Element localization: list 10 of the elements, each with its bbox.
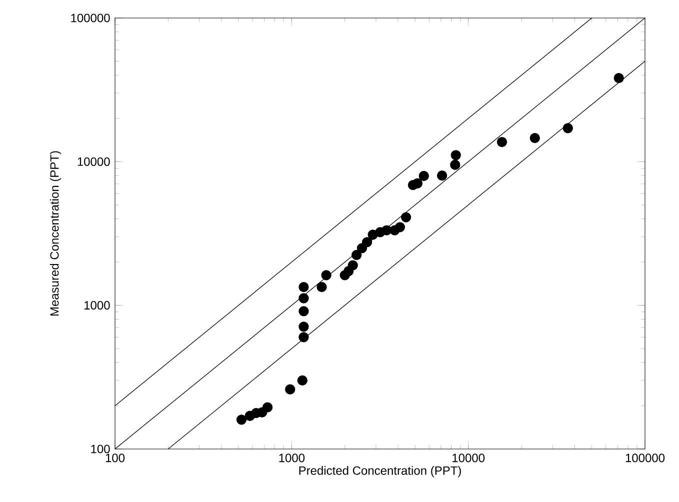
x-tick-label: 10000 — [452, 454, 485, 462]
y-tick-label: 10000 — [78, 157, 110, 166]
y-tick-label: 100 — [91, 444, 110, 454]
x-tick-label: 100000 — [626, 454, 665, 462]
x-tick-label: 100 — [106, 454, 125, 462]
y-tick-label: 100000 — [71, 14, 110, 22]
x-tick-label: 1000 — [279, 454, 305, 462]
y-tick-label: 1000 — [84, 301, 110, 310]
x-axis-title: Predicted Concentration (PPT) — [299, 466, 461, 478]
y-axis-title: Measured Concentration (PPT) — [50, 151, 62, 316]
